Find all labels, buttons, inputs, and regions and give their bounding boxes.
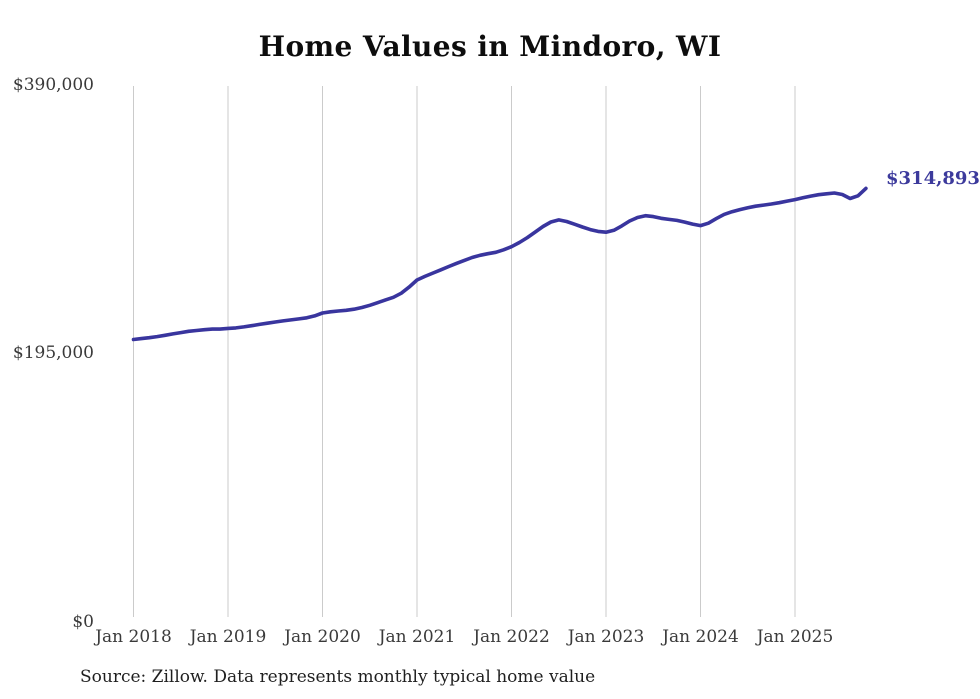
x-axis-tick-2025: Jan 2025: [756, 627, 834, 647]
x-axis-tick-2021: Jan 2021: [378, 627, 456, 647]
x-axis-tick-2019: Jan 2019: [189, 627, 267, 647]
x-axis-tick-2020: Jan 2020: [284, 627, 361, 647]
chart-title: Home Values in Mindoro, WI: [258, 30, 722, 63]
x-axis-tick-2022: Jan 2022: [473, 627, 550, 647]
x-axis-tick-2018: Jan 2018: [95, 627, 172, 647]
x-axis-tick-2024: Jan 2024: [662, 627, 739, 647]
latest-value-label: $314,893: [886, 168, 980, 189]
x-axis-tick-2023: Jan 2023: [567, 627, 645, 647]
gridlines: [133, 86, 796, 617]
y-axis-tick-390000: $390,000: [12, 75, 94, 95]
home-value-line: [131, 186, 868, 342]
y-axis-tick-195000: $195,000: [12, 343, 94, 363]
source-note: Source: Zillow. Data represents monthly …: [80, 667, 596, 687]
y-axis-tick-0: $0: [72, 612, 94, 632]
